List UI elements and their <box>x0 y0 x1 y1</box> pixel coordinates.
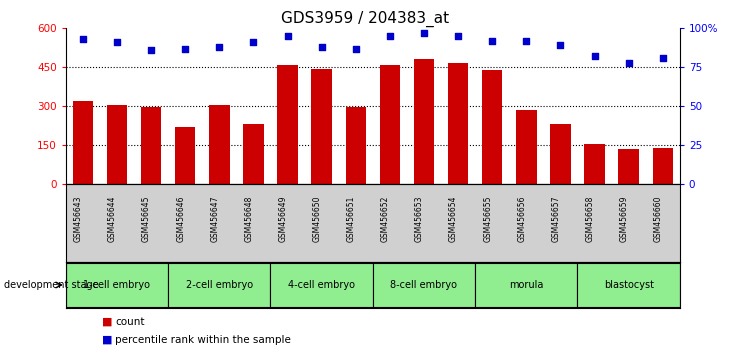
Point <box>350 46 362 51</box>
Bar <box>577 263 680 307</box>
Text: GSM456644: GSM456644 <box>108 196 117 242</box>
Text: GSM456653: GSM456653 <box>415 196 424 242</box>
Point <box>555 42 567 48</box>
Text: GSM456656: GSM456656 <box>518 196 526 242</box>
Text: GSM456646: GSM456646 <box>176 196 185 242</box>
Point <box>418 30 430 36</box>
Point <box>384 33 395 39</box>
Text: GSM456647: GSM456647 <box>211 196 219 242</box>
Bar <box>448 63 469 184</box>
Point <box>588 53 600 59</box>
Text: GSM456650: GSM456650 <box>313 196 322 242</box>
Bar <box>618 149 639 184</box>
Point <box>316 44 327 50</box>
Bar <box>311 69 332 184</box>
Point <box>623 60 635 65</box>
Text: GSM456660: GSM456660 <box>654 196 663 242</box>
Point <box>179 46 191 51</box>
Point <box>111 40 123 45</box>
Bar <box>373 263 475 307</box>
Bar <box>66 263 168 307</box>
Text: GSM456654: GSM456654 <box>449 196 458 242</box>
Text: blastocyst: blastocyst <box>604 280 654 290</box>
Text: ■: ■ <box>102 317 113 327</box>
Text: ■: ■ <box>102 335 113 345</box>
Bar <box>141 108 162 184</box>
Bar <box>175 127 195 184</box>
Text: GSM456657: GSM456657 <box>551 196 561 242</box>
Text: GSM456658: GSM456658 <box>586 196 594 242</box>
Bar <box>209 105 230 184</box>
Bar <box>346 108 366 184</box>
Point <box>520 38 532 44</box>
Text: GDS3959 / 204383_at: GDS3959 / 204383_at <box>281 11 450 27</box>
Bar <box>653 148 673 184</box>
Bar <box>270 263 373 307</box>
Bar <box>516 110 537 184</box>
Bar <box>107 105 127 184</box>
Point <box>657 55 669 61</box>
Text: morula: morula <box>509 280 544 290</box>
Text: 8-cell embryo: 8-cell embryo <box>390 280 458 290</box>
Text: GSM456652: GSM456652 <box>381 196 390 242</box>
Point <box>145 47 157 53</box>
Bar <box>550 124 571 184</box>
Point <box>281 33 293 39</box>
Text: GSM456643: GSM456643 <box>74 196 83 242</box>
Text: development stage: development stage <box>4 280 98 290</box>
Bar <box>482 70 502 184</box>
Text: GSM456659: GSM456659 <box>620 196 629 242</box>
Text: count: count <box>115 317 145 327</box>
Bar <box>414 59 434 184</box>
Text: 1-cell embryo: 1-cell embryo <box>83 280 151 290</box>
Text: percentile rank within the sample: percentile rank within the sample <box>115 335 292 345</box>
Text: 4-cell embryo: 4-cell embryo <box>288 280 355 290</box>
Point <box>213 44 225 50</box>
Text: 2-cell embryo: 2-cell embryo <box>186 280 253 290</box>
Text: GSM456651: GSM456651 <box>346 196 356 242</box>
Bar <box>168 263 270 307</box>
Bar <box>277 65 298 184</box>
Bar <box>379 65 400 184</box>
Text: GSM456655: GSM456655 <box>483 196 492 242</box>
Point <box>77 36 88 42</box>
Text: GSM456645: GSM456645 <box>142 196 151 242</box>
Point <box>486 38 498 44</box>
Point <box>452 33 464 39</box>
Bar <box>243 124 264 184</box>
Bar <box>72 101 93 184</box>
Text: GSM456649: GSM456649 <box>279 196 287 242</box>
Bar <box>584 144 605 184</box>
Point <box>248 40 260 45</box>
Text: GSM456648: GSM456648 <box>244 196 254 242</box>
Bar <box>475 263 577 307</box>
